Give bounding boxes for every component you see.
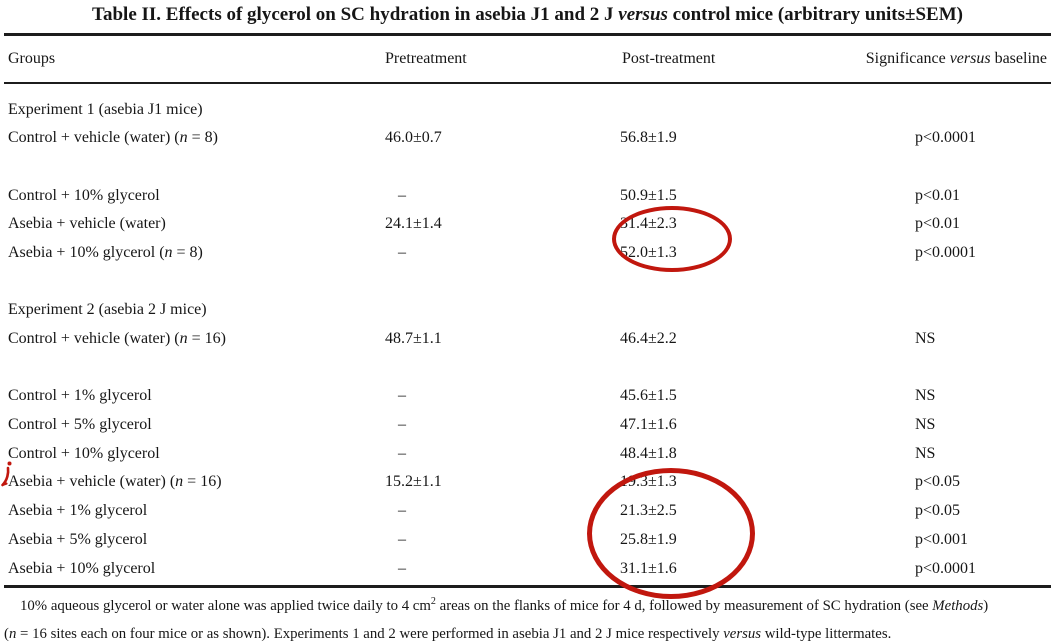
table-title-text: Table II. Effects of glycerol on SC hydr… <box>92 4 619 25</box>
cell-pretreatment: 46.0±0.7 <box>385 129 442 147</box>
cell-pretreatment: – <box>398 186 406 204</box>
spacer-row <box>0 354 1055 383</box>
cell-significance: NS <box>915 330 936 347</box>
footnote-line-2: (n = 16 sites each on four mice or as sh… <box>4 625 892 642</box>
cell-group-label: Asebia + vehicle (water) (n = 16) <box>8 473 222 491</box>
cell-group-label: Asebia + 1% glycerol <box>8 502 148 520</box>
cell-group-label: Control + 1% glycerol <box>8 387 152 405</box>
spacer-row <box>0 153 1055 182</box>
col-header-groups: Groups <box>8 50 56 67</box>
red-circle-annotation-1 <box>612 206 732 272</box>
cell-significance: p<0.0001 <box>915 129 977 147</box>
cell-group-label: Experiment 1 (asebia J1 mice) <box>8 100 203 118</box>
table-row: Asebia + 10% glycerol (n = 8) –52.0±1.3 p<… <box>0 239 1055 268</box>
table-title-tail: control mice (arbitrary units±SEM) <box>667 4 963 25</box>
table-row: Asebia + vehicle (water) (n = 16) 15.2±1.… <box>0 469 1055 498</box>
cell-significance: NS <box>915 416 936 434</box>
cell-post-treatment: 48.4±1.8 <box>620 444 677 462</box>
cell-group-label: Control + vehicle (water) (n = 8) <box>8 129 218 147</box>
footnote: 10% aqueous glycerol or water alone was … <box>4 593 1051 643</box>
section-header-row: Experiment 1 (asebia J1 mice) <box>0 96 1055 125</box>
cell-significance: p<0.0001 <box>915 243 977 261</box>
table-row: Asebia + 10% glycerol –31.1±1.6 p<0.0001 <box>0 555 1055 584</box>
table-row: Asebia + 1% glycerol –21.3±2.5 p<0.05 <box>0 498 1055 527</box>
cell-group-label: Control + 5% glycerol <box>8 416 152 434</box>
col-header-significance: Significance versus baseline <box>866 49 1047 69</box>
table-row: Asebia + vehicle (water) 24.1±1.4 31.4±2.3… <box>0 211 1055 240</box>
cell-significance: p<0.05 <box>915 473 961 491</box>
cell-pretreatment: 48.7±1.1 <box>385 330 442 347</box>
cell-group-label: Control + 10% glycerol <box>8 186 160 204</box>
red-circle-annotation-2 <box>587 468 755 599</box>
cell-significance: p<0.01 <box>915 215 961 233</box>
table-row: Control + vehicle (water) (n = 8) 46.0±0.… <box>0 125 1055 154</box>
cell-significance: p<0.01 <box>915 186 961 204</box>
cell-pretreatment: – <box>398 530 406 548</box>
table-row: Control + 5% glycerol – 47.1±1.6 NS <box>0 412 1055 441</box>
spacer-row <box>0 268 1055 297</box>
cell-pretreatment: 15.2±1.1 <box>385 473 442 491</box>
cell-group-label: Control + 10% glycerol <box>8 444 160 462</box>
cell-pretreatment: – <box>398 502 406 520</box>
cell-group-label: Experiment 2 (asebia 2 J mice) <box>8 301 207 319</box>
cell-group-label: Asebia + vehicle (water) <box>8 215 166 233</box>
table-row: Control + vehicle (water) (n = 16) 48.7±1… <box>0 326 1055 355</box>
col-header-pretreatment: Pretreatment <box>385 50 467 67</box>
significance-header-versus: versus <box>949 50 991 67</box>
cell-post-treatment: 47.1±1.6 <box>620 416 677 434</box>
top-rule <box>4 33 1051 36</box>
cell-group-label: Asebia + 5% glycerol <box>8 530 148 548</box>
cell-significance: p<0.0001 <box>915 559 977 577</box>
cell-pretreatment: – <box>398 444 406 462</box>
col-header-post-treatment: Post-treatment <box>622 50 716 67</box>
table-row: Control + 10% glycerol – 48.4±1.8 NS <box>0 440 1055 469</box>
table-row: Control + 10% glycerol – 50.9±1.5 p<0.01 <box>0 182 1055 211</box>
table-header-row: Groups Pretreatment Post-treatment Signi… <box>0 49 1055 71</box>
cell-post-treatment: 46.4±2.2 <box>620 330 677 347</box>
table-body: Experiment 1 (asebia J1 mice) Control + v… <box>0 96 1055 584</box>
table-row: Control + 1% glycerol – 45.6±1.5 NS <box>0 383 1055 412</box>
cell-group-label: Asebia + 10% glycerol <box>8 559 156 577</box>
cell-significance: p<0.05 <box>915 502 961 520</box>
cell-significance: NS <box>915 444 936 462</box>
bottom-rule <box>4 585 1051 588</box>
cell-post-treatment: 56.8±1.9 <box>620 129 677 147</box>
table-title: Table II. Effects of glycerol on SC hydr… <box>0 2 1055 28</box>
cell-post-treatment: 50.9±1.5 <box>620 186 677 204</box>
cell-significance: NS <box>915 387 936 405</box>
significance-header-text: Significance <box>865 50 950 67</box>
cell-pretreatment: 24.1±1.4 <box>385 215 442 233</box>
table-row: Asebia + 5% glycerol –25.8±1.9 p<0.001 <box>0 526 1055 555</box>
cell-group-label: Asebia + 10% glycerol (n = 8) <box>8 243 203 261</box>
cell-pretreatment: – <box>398 416 406 434</box>
cell-post-treatment: 45.6±1.5 <box>620 387 677 405</box>
cell-significance: p<0.001 <box>915 530 969 548</box>
significance-header-tail: baseline <box>990 50 1047 67</box>
section-header-row: Experiment 2 (asebia 2 J mice) <box>0 297 1055 326</box>
footnote-line-1: 10% aqueous glycerol or water alone was … <box>20 596 989 614</box>
cell-pretreatment: – <box>398 243 406 261</box>
red-margin-mark-icon <box>1 461 12 487</box>
cell-group-label: Control + vehicle (water) (n = 16) <box>8 330 226 347</box>
table-title-versus: versus <box>618 4 668 25</box>
cell-pretreatment: – <box>398 559 406 577</box>
header-rule <box>4 82 1051 84</box>
cell-pretreatment: – <box>398 387 406 405</box>
